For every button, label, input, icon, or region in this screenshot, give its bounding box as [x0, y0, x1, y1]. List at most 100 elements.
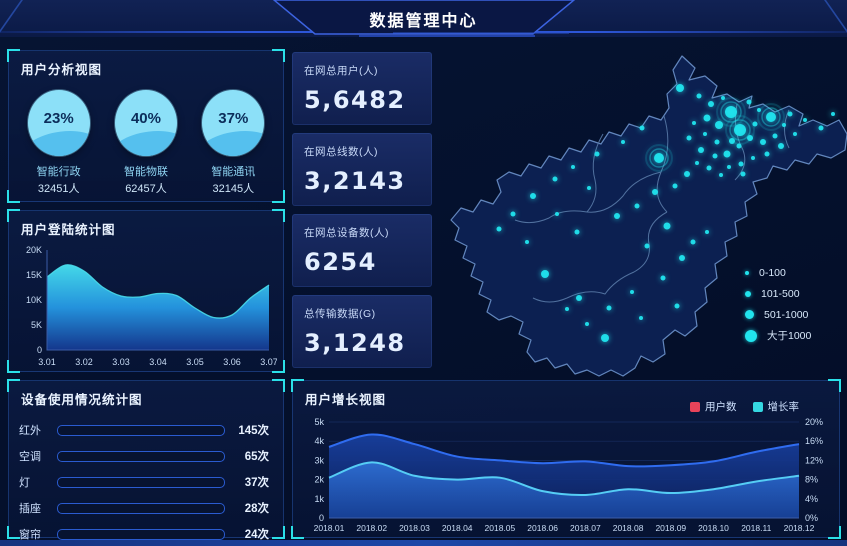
liquid-gauge: 37% — [202, 90, 265, 156]
map-legend-row: 101-500 — [745, 283, 811, 304]
bar-track — [57, 424, 225, 436]
gauge-row: 23% 智能行政 32451人 40% 智能物联 62457人 37% 智能通讯 — [9, 82, 283, 196]
bar-label: 红外 — [19, 425, 41, 437]
legend-dot-icon — [745, 310, 754, 319]
svg-text:3k: 3k — [314, 455, 324, 465]
svg-text:20K: 20K — [26, 245, 42, 255]
growth-area-chart: 0 1k 2k 3k 4k 5k 0% 4% 8% 12% 16% 20% 2018.01 2018.02… — [314, 417, 823, 533]
stat-label: 在网总线数(人) — [304, 146, 378, 158]
svg-text:3.02: 3.02 — [75, 357, 93, 367]
svg-text:2018.07: 2018.07 — [570, 523, 601, 533]
title-plaque-shape — [272, 0, 575, 37]
panel-title-user-growth: 用户增长视图 — [305, 393, 387, 407]
svg-text:0: 0 — [319, 513, 324, 523]
corner-bracket — [828, 526, 841, 539]
legend-label: 用户数 — [705, 401, 737, 413]
bar-track — [57, 528, 225, 540]
svg-text:2k: 2k — [314, 475, 324, 485]
map-legend-row: 0-100 — [745, 262, 811, 283]
legend-dot-icon — [745, 270, 749, 275]
svg-text:5K: 5K — [31, 320, 42, 330]
legend-item-growth[interactable]: 增长率 — [752, 399, 800, 414]
liquid-gauge: 40% — [114, 90, 177, 156]
legend-dot-icon — [745, 329, 757, 342]
svg-text:5k: 5k — [314, 417, 324, 427]
svg-text:4%: 4% — [805, 494, 818, 504]
map-legend-label: 101-500 — [761, 287, 800, 300]
header-bar: 数据管理中心 — [0, 0, 847, 37]
panel-title-device-usage: 设备使用情况统计图 — [21, 393, 143, 407]
login-area-chart: 0 5K 10K 15K 20K 3.01 3.02 3.03 3.04 3.05 3.06 3.07 — [26, 245, 278, 367]
svg-text:10K: 10K — [26, 295, 42, 305]
stat-value: 3,1248 — [304, 329, 406, 357]
bar-track — [57, 502, 225, 514]
svg-text:15K: 15K — [26, 270, 42, 280]
gauge-percent: 40% — [130, 110, 161, 127]
svg-text:2018.11: 2018.11 — [741, 523, 771, 533]
panel-title-login-stats: 用户登陆统计图 — [21, 223, 116, 237]
legend-item-users[interactable]: 用户数 — [690, 399, 737, 414]
page-title: 数据管理中心 — [369, 13, 478, 30]
gauge-admin: 23% 智能行政 32451人 — [19, 90, 99, 196]
legend-swatch-growth — [752, 401, 763, 412]
gauge-count: 32451人 — [37, 183, 80, 195]
stat-card-total-data: 总传输数据(G) 3,1248 — [292, 295, 432, 368]
stat-value: 6254 — [304, 248, 377, 276]
svg-text:20%: 20% — [805, 417, 823, 427]
map-legend-row: 大于1000 — [745, 325, 811, 346]
gauge-iot: 40% 智能物联 62457人 — [106, 90, 186, 196]
title-plaque: 数据管理中心 — [272, 0, 575, 37]
gauge-percent: 23% — [43, 110, 74, 127]
stat-label: 在网总用户(人) — [304, 65, 378, 77]
corner-bracket — [828, 379, 841, 392]
footer-accent-strip — [0, 540, 847, 546]
corner-bracket — [272, 379, 285, 392]
gauge-wave — [202, 127, 265, 156]
bar-label: 空调 — [19, 451, 41, 463]
stat-card-total-users: 在网总用户(人) 5,6482 — [292, 52, 432, 125]
bar-row-socket: 插座 28次 — [19, 498, 269, 518]
svg-text:3.05: 3.05 — [186, 357, 204, 367]
svg-text:0%: 0% — [805, 513, 818, 523]
bar-value: 37次 — [244, 477, 269, 489]
svg-text:1k: 1k — [314, 494, 324, 504]
svg-text:2018.03: 2018.03 — [399, 523, 430, 533]
bar-value: 65次 — [244, 451, 269, 463]
bar-track — [57, 476, 225, 488]
svg-text:8%: 8% — [805, 475, 818, 485]
svg-text:2018.06: 2018.06 — [527, 523, 558, 533]
map-legend-row: 501-1000 — [745, 304, 811, 325]
bar-label: 窗帘 — [19, 529, 41, 541]
map-legend-label: 501-1000 — [764, 308, 809, 321]
corner-bracket — [272, 49, 285, 62]
gauge-label: 智能行政 — [36, 166, 81, 178]
map-inner-borders — [514, 103, 790, 303]
bar-value: 24次 — [244, 529, 269, 541]
svg-text:2018.05: 2018.05 — [485, 523, 516, 533]
bar-row-curtain: 窗帘 24次 — [19, 524, 269, 544]
gauge-label: 智能物联 — [123, 166, 168, 178]
corner-bracket — [7, 379, 20, 392]
corner-bracket — [291, 526, 304, 539]
device-bar-list: 红外 145次 空调 65次 灯 37次 插座 28次 窗帘 — [9, 412, 283, 544]
gauge-wave — [114, 127, 177, 156]
svg-text:3.03: 3.03 — [112, 357, 130, 367]
stat-label: 在网总设备数(人) — [304, 227, 389, 239]
corner-bracket — [7, 360, 20, 373]
panel-user-growth: 用户增长视图 用户数 增长率 0 1k 2k 3k 4k 5k 0% 4% 8% 12% 16% 20… — [291, 379, 841, 539]
svg-text:2018.09: 2018.09 — [655, 523, 686, 533]
bar-row-ac: 空调 65次 — [19, 446, 269, 466]
panel-title-user-analysis: 用户分析视图 — [21, 63, 103, 77]
bar-label: 灯 — [19, 477, 30, 489]
map-legend-label: 0-100 — [759, 266, 786, 279]
svg-text:3.06: 3.06 — [223, 357, 241, 367]
corner-bracket — [272, 190, 285, 203]
svg-text:3.01: 3.01 — [38, 357, 56, 367]
gauge-count: 32145人 — [212, 183, 255, 195]
legend-label: 增长率 — [767, 401, 800, 413]
legend-dot-icon — [745, 290, 751, 297]
svg-text:12%: 12% — [805, 455, 823, 465]
gauge-label: 智能通讯 — [211, 166, 256, 178]
bar-row-light: 灯 37次 — [19, 472, 269, 492]
gauge-comms: 37% 智能通讯 32145人 — [193, 90, 273, 196]
